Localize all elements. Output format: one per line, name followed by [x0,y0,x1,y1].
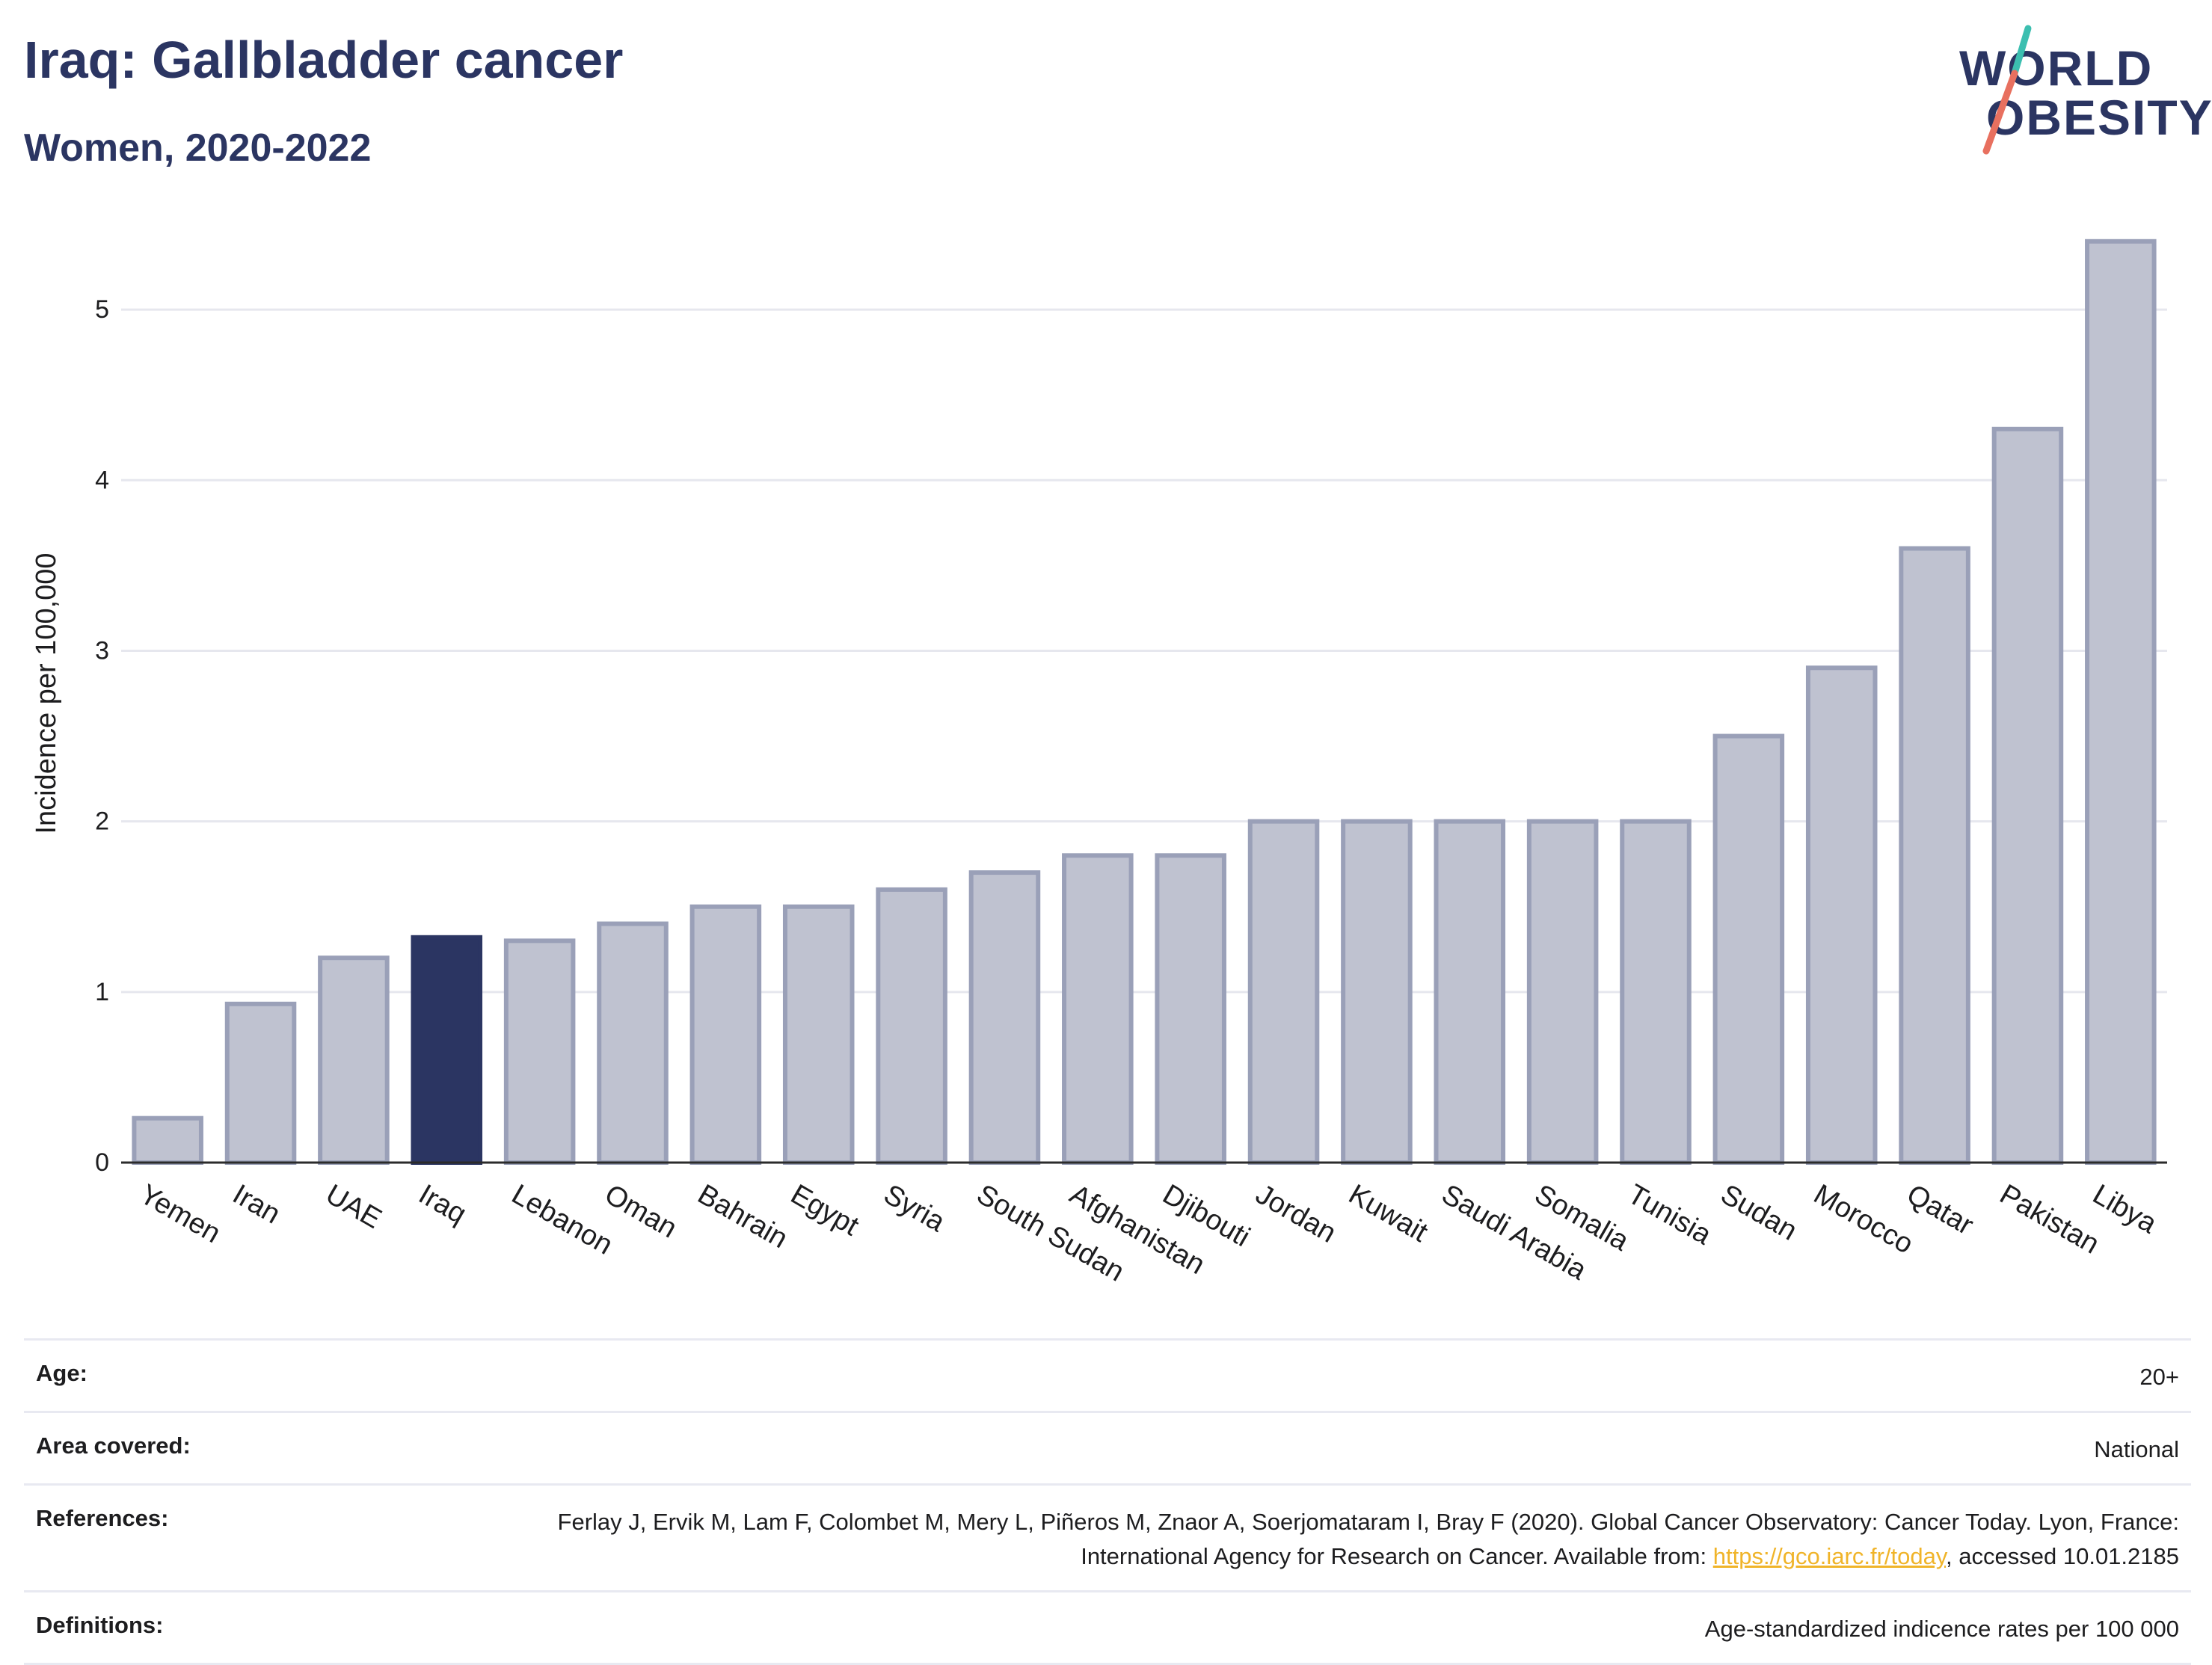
x-tick-label: Jordan [1250,1178,1342,1249]
x-tick-label: Yemen [135,1178,226,1249]
bar-iraq [411,935,483,1165]
bar-pakistan [1991,426,2064,1165]
x-tick-label: Iraq [414,1178,472,1230]
bar-saudi-arabia [1434,819,1506,1165]
logo-word-world: WORLD [1959,40,2154,96]
y-tick-label: 2 [95,807,109,836]
definitions-value: Age-standardized indicence rates per 100… [1704,1616,2179,1642]
x-tick-label: Pakistan [1994,1178,2104,1260]
meta-row-definitions: Definitions: Age-standardized indicence … [24,1590,2191,1665]
world-obesity-logo: WORLD OBESITY [1952,22,2212,157]
bar-yemen [132,1115,203,1166]
age-value: 20+ [2139,1364,2179,1390]
references-label: References: [36,1505,169,1531]
bar-lebanon [503,938,576,1165]
x-tick-label: Bahrain [692,1178,793,1255]
x-tick-label: Kuwait [1343,1178,1433,1249]
bar-oman [597,921,669,1166]
chart-title: Iraq: Gallbladder cancer [24,31,624,89]
y-tick-label: 1 [95,978,109,1006]
bar-afghanistan [1062,853,1134,1165]
area-label: Area covered: [36,1432,191,1459]
bar-qatar [1899,546,1970,1165]
y-tick-label: 5 [95,295,109,324]
bar-bahrain [689,904,762,1166]
bar-djibouti [1155,853,1226,1165]
y-tick-label: 0 [95,1148,109,1177]
chart-subtitle: Women, 2020-2022 [24,126,372,170]
bar-syria [876,887,947,1166]
y-tick-label: 4 [95,466,109,494]
bar-sudan [1712,733,1785,1165]
x-tick-label: Tunisia [1623,1178,1718,1251]
metadata-table: Age: 20+ Area covered: National Referenc… [24,1338,2191,1665]
logo-word-obesity: OBESITY [1986,90,2212,145]
bar-jordan [1247,819,1320,1165]
bar-kuwait [1341,819,1413,1165]
logo-slash-icon [1982,25,2032,155]
references-value: Ferlay J, Ervik M, Lam F, Colombet M, Me… [459,1505,2179,1574]
area-value: National [2094,1436,2179,1462]
x-tick-label: Syria [879,1178,951,1238]
bar-south-sudan [968,870,1041,1165]
y-axis-label: Incidence per 100,000 [31,553,62,834]
x-tick-label: UAE [320,1178,387,1234]
bar-uae [318,955,390,1165]
x-tick-label: Sudan [1715,1178,1802,1246]
references-link[interactable]: https://gco.iarc.fr/today [1712,1543,1947,1569]
x-tick-label: Morocco [1808,1178,1918,1260]
bar-chart: 0 1 2 3 4 5 Incidence per 100,000 Yemen Iran UAE I… [31,238,2167,1288]
meta-row-references: References: Ferlay J, Ervik M, Lam F, Co… [24,1483,2191,1590]
meta-row-age: Age: 20+ [24,1338,2191,1411]
definitions-label: Definitions: [36,1612,164,1638]
age-label: Age: [36,1360,87,1386]
x-tick-label: Lebanon [506,1178,618,1261]
references-text: Ferlay J, Ervik M, Lam F, Colombet M, Me… [557,1509,2179,1569]
x-tick-label: Egypt [785,1178,864,1242]
x-tick-label: Iran [227,1178,286,1230]
meta-row-area: Area covered: National [24,1411,2191,1483]
bar-egypt [782,904,855,1166]
bar-libya [2085,238,2157,1165]
bar-somalia [1526,819,1599,1165]
bar-iran [224,1001,297,1165]
bar-morocco [1805,665,1878,1165]
bar-tunisia [1620,819,1692,1165]
references-suffix: , accessed 10.01.2185 [1946,1543,2179,1569]
y-tick-label: 3 [95,636,109,665]
